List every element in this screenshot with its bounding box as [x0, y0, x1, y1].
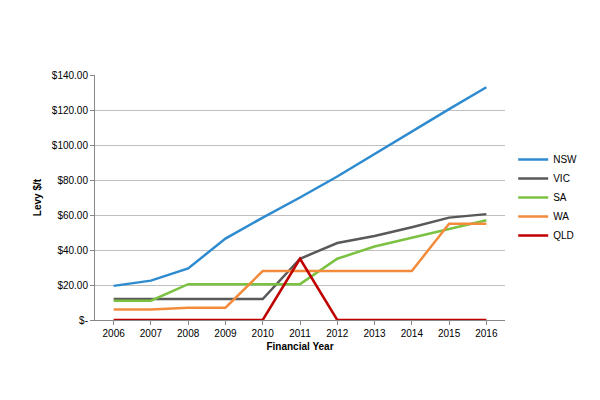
- svg-text:2013: 2013: [363, 328, 386, 339]
- svg-text:$-: $-: [79, 315, 88, 326]
- svg-text:Financial Year: Financial Year: [266, 341, 333, 352]
- svg-text:SA: SA: [553, 192, 567, 203]
- svg-text:$80.00: $80.00: [57, 175, 88, 186]
- svg-text:2006: 2006: [103, 328, 126, 339]
- svg-text:$20.00: $20.00: [57, 280, 88, 291]
- svg-text:$60.00: $60.00: [57, 210, 88, 221]
- svg-text:2016: 2016: [475, 328, 498, 339]
- svg-text:QLD: QLD: [553, 230, 574, 241]
- svg-text:2010: 2010: [252, 328, 275, 339]
- svg-text:2007: 2007: [140, 328, 163, 339]
- svg-text:2012: 2012: [326, 328, 349, 339]
- svg-text:$120.00: $120.00: [52, 105, 89, 116]
- svg-text:Levy $/t: Levy $/t: [32, 178, 43, 216]
- svg-text:$140.00: $140.00: [52, 70, 89, 81]
- svg-text:WA: WA: [553, 211, 569, 222]
- svg-text:2011: 2011: [289, 328, 311, 339]
- svg-text:2014: 2014: [401, 328, 424, 339]
- svg-text:NSW: NSW: [553, 154, 577, 165]
- svg-text:2009: 2009: [214, 328, 237, 339]
- svg-text:VIC: VIC: [553, 173, 570, 184]
- svg-text:$100.00: $100.00: [52, 140, 89, 151]
- svg-text:2015: 2015: [438, 328, 461, 339]
- svg-text:$40.00: $40.00: [57, 245, 88, 256]
- svg-text:2008: 2008: [177, 328, 200, 339]
